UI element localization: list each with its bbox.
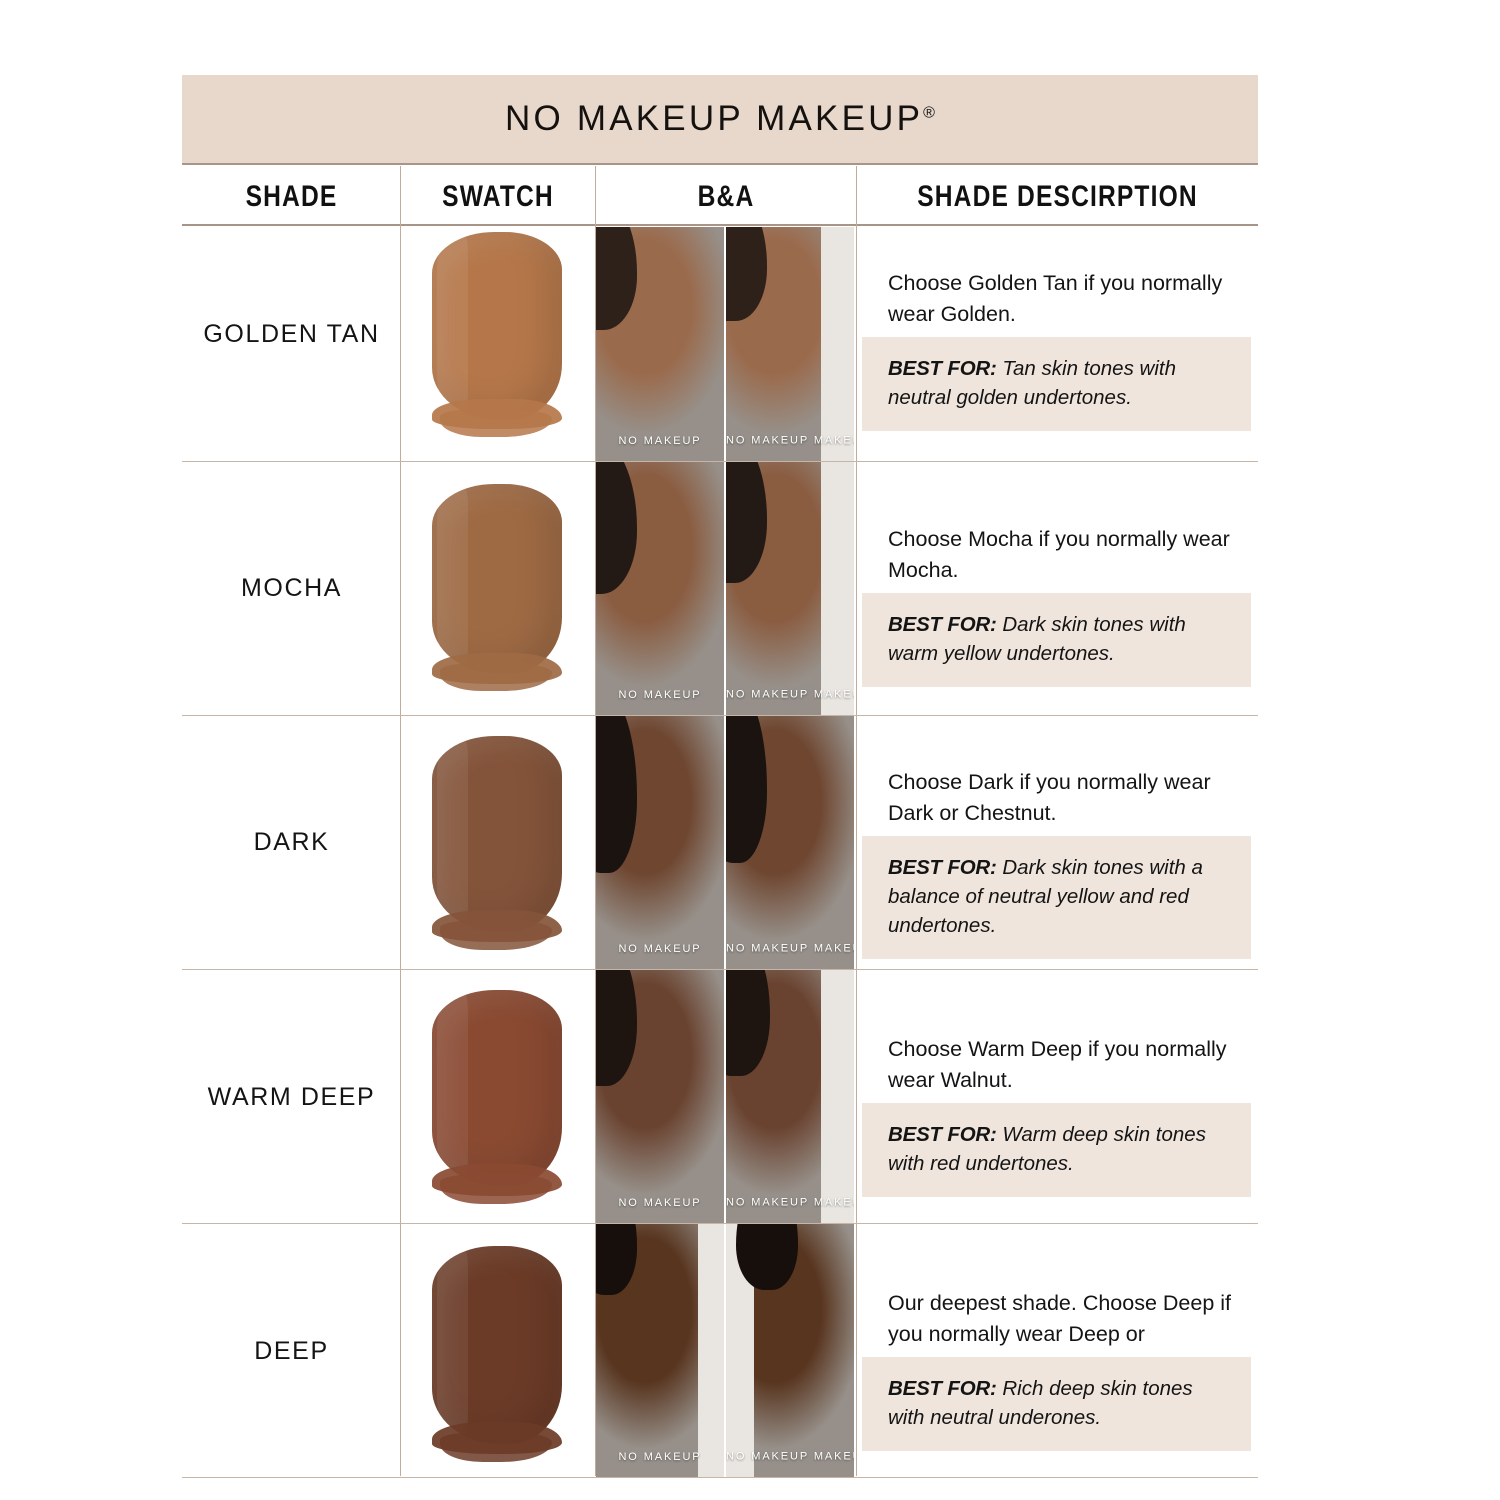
swatch-tail	[439, 662, 552, 692]
best-for-text: Dark skin tones with warm yellow underto…	[888, 613, 1186, 665]
best-for-text: Tan skin tones with neutral golden under…	[888, 357, 1176, 409]
best-for-text: Rich deep skin tones with neutral undero…	[888, 1377, 1193, 1429]
photo-before-golden-tan: NO MAKEUP	[596, 227, 724, 461]
column-header-ba: B&A	[697, 180, 755, 213]
photo-caption-after: NO MAKEUP MAKEUP®	[726, 1451, 854, 1463]
column-header-swatch: SWATCH	[442, 180, 554, 213]
photo-after-deep: NO MAKEUP MAKEUP®	[726, 1224, 854, 1477]
swatch-deep	[432, 1246, 562, 1462]
description-golden-tan: Choose Golden Tan if you normally wear G…	[888, 271, 1223, 326]
photo-caption-before: NO MAKEUP	[618, 689, 702, 701]
best-for-text: Dark skin tones with a balance of neutra…	[888, 856, 1203, 937]
photo-after-dark: NO MAKEUP MAKEUP®	[726, 716, 854, 969]
description-dark: Choose Dark if you normally wear Dark or…	[888, 770, 1211, 825]
swatch-tail	[439, 920, 552, 950]
photo-backdrop	[820, 462, 854, 715]
swatch-shape	[432, 1246, 562, 1462]
best-for-mocha: BEST FOR: Dark skin tones with warm yell…	[862, 593, 1251, 687]
row-divider-2	[182, 715, 1258, 716]
photo-hair	[736, 1224, 798, 1290]
photo-backdrop	[698, 1224, 724, 1477]
description-warm-deep: Choose Warm Deep if you normally wear Wa…	[888, 1037, 1227, 1092]
photo-caption-after: NO MAKEUP MAKEUP®	[726, 435, 854, 447]
shade-label-golden-tan: GOLDEN TAN	[203, 320, 380, 348]
swatch-tail	[439, 1174, 552, 1204]
best-for-golden-tan: BEST FOR: Tan skin tones with neutral go…	[862, 337, 1251, 431]
swatch-shape	[432, 990, 562, 1204]
photo-caption-after: NO MAKEUP MAKEUP®	[726, 1197, 854, 1209]
row-divider-3	[182, 969, 1258, 970]
photo-backdrop	[820, 227, 854, 461]
photo-caption-before: NO MAKEUP	[618, 435, 702, 447]
photo-caption-before: NO MAKEUP	[618, 1451, 702, 1463]
swatch-tail	[439, 408, 552, 437]
photo-before-mocha: NO MAKEUP	[596, 462, 724, 715]
best-for-label: BEST FOR:	[888, 613, 997, 636]
header-top-rule	[182, 163, 1258, 165]
registered-mark-icon: ®	[923, 104, 935, 122]
best-for-deep: BEST FOR: Rich deep skin tones with neut…	[862, 1357, 1251, 1451]
column-header-description: SHADE DESCIRPTION	[917, 180, 1198, 213]
best-for-label: BEST FOR:	[888, 1123, 997, 1146]
shade-label-deep: DEEP	[254, 1337, 329, 1365]
swatch-mocha	[432, 484, 562, 692]
best-for-label: BEST FOR:	[888, 1377, 997, 1400]
swatch-shape	[432, 736, 562, 950]
photo-backdrop	[820, 970, 854, 1223]
swatch-shape	[432, 484, 562, 692]
best-for-dark: BEST FOR: Dark skin tones with a balance…	[862, 836, 1251, 959]
photo-caption-after: NO MAKEUP MAKEUP®	[726, 689, 854, 701]
best-for-text: Warm deep skin tones with red undertones…	[888, 1123, 1206, 1175]
header-bottom-rule	[182, 224, 1258, 226]
swatch-shape	[432, 232, 562, 437]
best-for-label: BEST FOR:	[888, 357, 997, 380]
photo-after-warm-deep: NO MAKEUP MAKEUP®	[726, 970, 854, 1223]
column-divider-2	[595, 166, 596, 1476]
photo-caption-after: NO MAKEUP MAKEUP®	[726, 943, 854, 955]
page-title-text: NO MAKEUP MAKEUP	[505, 99, 924, 138]
description-mocha: Choose Mocha if you normally wear Mocha.	[888, 527, 1230, 582]
photo-after-golden-tan: NO MAKEUP MAKEUP®	[726, 227, 854, 461]
photo-before-warm-deep: NO MAKEUP	[596, 970, 724, 1223]
column-divider-1	[400, 166, 401, 1476]
column-header-shade: SHADE	[245, 180, 338, 213]
column-divider-3	[856, 166, 857, 1476]
photo-before-deep: NO MAKEUP	[596, 1224, 724, 1477]
swatch-dark	[432, 736, 562, 950]
photo-caption-before: NO MAKEUP	[618, 943, 702, 955]
shade-label-dark: DARK	[253, 828, 330, 856]
best-for-warm-deep: BEST FOR: Warm deep skin tones with red …	[862, 1103, 1251, 1197]
row-divider-1	[182, 461, 1258, 462]
chart-title-band: NO MAKEUP MAKEUP®	[182, 75, 1258, 163]
best-for-label: BEST FOR:	[888, 856, 997, 879]
photo-caption-before: NO MAKEUP	[618, 1197, 702, 1209]
row-divider-4	[182, 1223, 1258, 1224]
shade-label-mocha: MOCHA	[240, 574, 343, 602]
page-title: NO MAKEUP MAKEUP®	[505, 99, 935, 139]
photo-hair	[726, 716, 767, 863]
swatch-tail	[439, 1432, 552, 1462]
shade-label-warm-deep: WARM DEEP	[207, 1083, 376, 1111]
photo-before-dark: NO MAKEUP	[596, 716, 724, 969]
swatch-golden-tan	[432, 232, 562, 437]
swatch-warm-deep	[432, 990, 562, 1204]
row-divider-5	[182, 1477, 1258, 1478]
photo-hair	[596, 716, 637, 873]
photo-after-mocha: NO MAKEUP MAKEUP®	[726, 462, 854, 715]
